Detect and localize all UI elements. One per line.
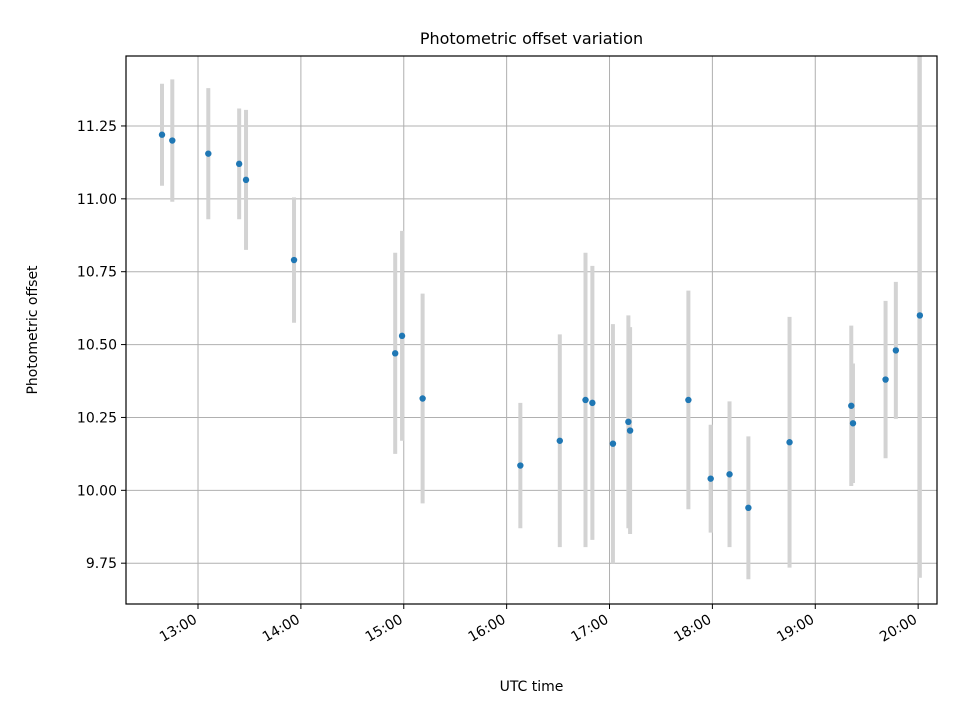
data-point bbox=[169, 137, 176, 144]
y-axis-label: Photometric offset bbox=[25, 265, 41, 395]
data-point bbox=[242, 176, 250, 184]
data-point bbox=[626, 427, 634, 434]
data-point bbox=[916, 312, 924, 319]
y-tick-label: 11.25 bbox=[77, 119, 117, 135]
x-tick-label: 18:00 bbox=[671, 612, 714, 646]
data-point bbox=[892, 347, 900, 354]
x-tick-label: 13:00 bbox=[157, 612, 200, 646]
data-point bbox=[582, 396, 589, 404]
x-tick-label: 16:00 bbox=[466, 612, 509, 646]
data-point bbox=[398, 332, 406, 340]
data-point bbox=[726, 471, 733, 478]
y-tick-label: 9.75 bbox=[86, 556, 117, 572]
data-point bbox=[235, 160, 243, 168]
data-point bbox=[882, 376, 889, 383]
data-points bbox=[158, 131, 924, 512]
data-point bbox=[685, 396, 692, 404]
y-tick-label: 11.00 bbox=[77, 192, 117, 208]
y-tick-label: 10.75 bbox=[77, 265, 117, 281]
data-point bbox=[205, 150, 212, 157]
x-axis-label: UTC time bbox=[500, 679, 564, 695]
chart-title: Photometric offset variation bbox=[420, 29, 643, 48]
x-tick-label: 15:00 bbox=[363, 612, 406, 646]
data-point bbox=[158, 131, 166, 138]
data-point bbox=[589, 399, 596, 407]
x-tick-label: 17:00 bbox=[569, 612, 612, 646]
data-point bbox=[556, 437, 563, 444]
y-axis-ticks: 9.75 10.00 10.25 10.50 10.75 11.00 11.25 bbox=[77, 119, 126, 572]
data-point bbox=[419, 395, 426, 402]
data-point bbox=[849, 420, 857, 427]
y-tick-label: 10.50 bbox=[77, 338, 117, 354]
plot-area-frame bbox=[125, 55, 938, 605]
data-point bbox=[745, 504, 752, 512]
data-point bbox=[707, 475, 714, 482]
x-tick-label: 19:00 bbox=[774, 612, 817, 646]
x-tick-label: 20:00 bbox=[877, 612, 920, 646]
data-point bbox=[391, 350, 399, 357]
x-axis-ticks: 13:00 14:00 15:00 16:00 17:00 18:00 19:00 20:00 bbox=[157, 604, 920, 646]
data-point bbox=[290, 256, 298, 264]
y-tick-label: 10.25 bbox=[77, 410, 117, 426]
y-tick-label: 10.00 bbox=[77, 483, 117, 499]
data-point bbox=[625, 418, 632, 426]
data-point bbox=[609, 440, 617, 447]
data-point bbox=[517, 462, 524, 469]
grid bbox=[126, 56, 937, 604]
data-point bbox=[848, 402, 855, 409]
error-bars bbox=[160, 56, 922, 580]
data-point bbox=[786, 439, 793, 446]
x-tick-label: 14:00 bbox=[260, 612, 303, 646]
